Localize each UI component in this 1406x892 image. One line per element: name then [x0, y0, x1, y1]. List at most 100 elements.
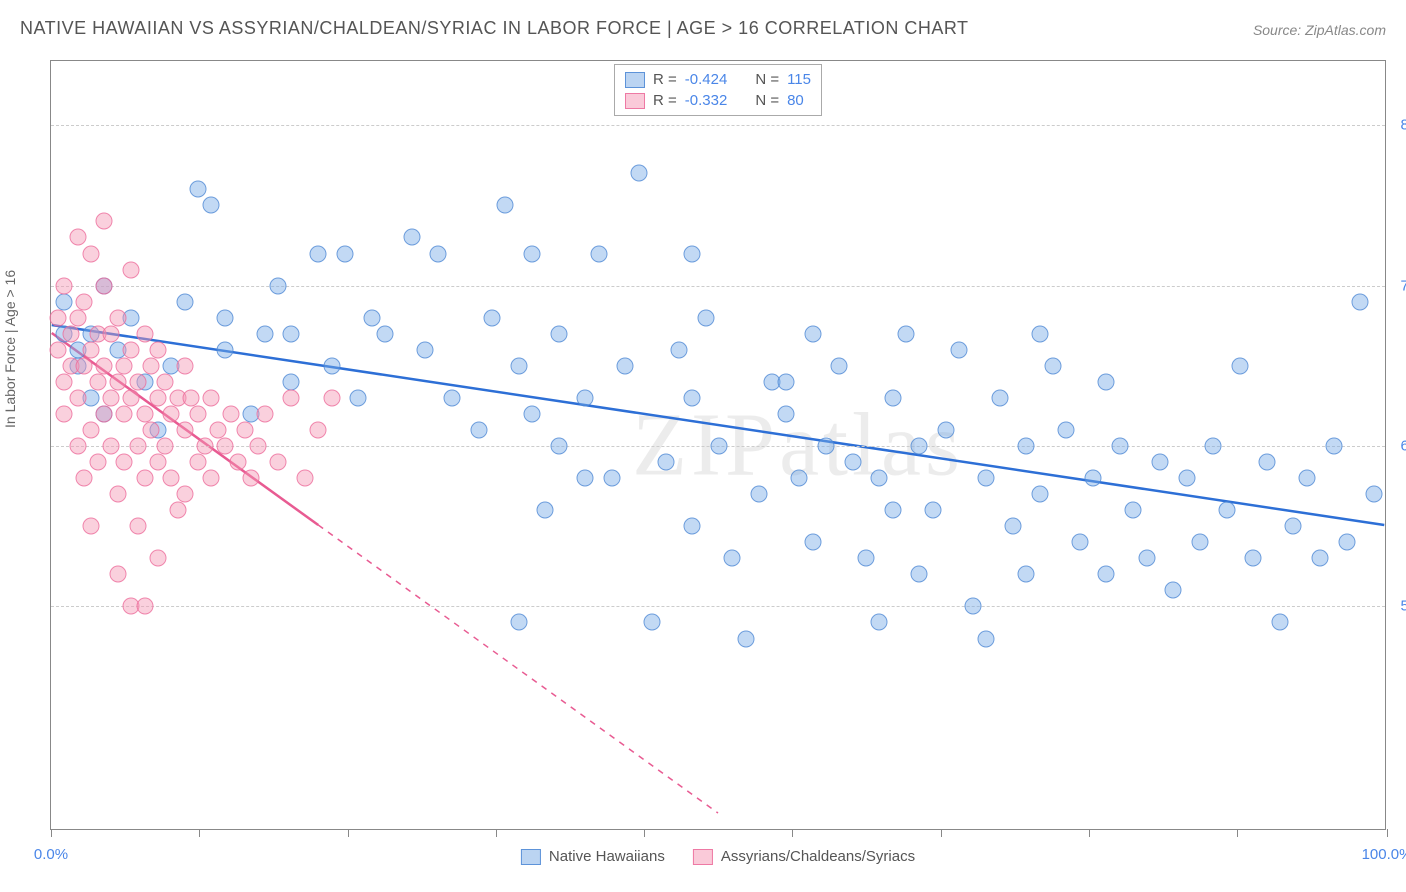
series-legend: Native Hawaiians Assyrians/Chaldeans/Syr… — [521, 848, 915, 865]
point-assyrian — [216, 438, 233, 455]
point-native-hawaiian — [751, 486, 768, 503]
y-tick-label: 70.0% — [1400, 277, 1406, 294]
point-native-hawaiian — [403, 229, 420, 246]
point-assyrian — [176, 486, 193, 503]
point-assyrian — [69, 309, 86, 326]
point-native-hawaiian — [310, 245, 327, 262]
point-assyrian — [149, 550, 166, 567]
point-native-hawaiian — [323, 357, 340, 374]
point-assyrian — [49, 341, 66, 358]
point-assyrian — [136, 325, 153, 342]
point-native-hawaiian — [857, 550, 874, 567]
legend-n-label: N = — [755, 92, 779, 109]
point-native-hawaiian — [483, 309, 500, 326]
point-assyrian — [116, 454, 133, 471]
point-native-hawaiian — [417, 341, 434, 358]
point-native-hawaiian — [951, 341, 968, 358]
point-native-hawaiian — [270, 277, 287, 294]
point-assyrian — [109, 486, 126, 503]
point-assyrian — [83, 245, 100, 262]
point-native-hawaiian — [1325, 438, 1342, 455]
point-assyrian — [56, 373, 73, 390]
point-assyrian — [69, 438, 86, 455]
point-native-hawaiian — [283, 373, 300, 390]
point-native-hawaiian — [523, 405, 540, 422]
point-assyrian — [136, 598, 153, 615]
point-assyrian — [176, 357, 193, 374]
x-tick-label: 0.0% — [34, 846, 68, 863]
point-native-hawaiian — [443, 389, 460, 406]
point-native-hawaiian — [898, 325, 915, 342]
point-assyrian — [149, 454, 166, 471]
point-assyrian — [96, 357, 113, 374]
point-assyrian — [163, 405, 180, 422]
legend-swatch — [625, 72, 645, 88]
point-assyrian — [109, 309, 126, 326]
point-native-hawaiian — [1218, 502, 1235, 519]
point-native-hawaiian — [1018, 438, 1035, 455]
point-native-hawaiian — [510, 614, 527, 631]
y-tick-label: 80.0% — [1400, 117, 1406, 134]
point-assyrian — [83, 421, 100, 438]
point-native-hawaiian — [176, 293, 193, 310]
point-assyrian — [203, 470, 220, 487]
point-native-hawaiian — [510, 357, 527, 374]
point-assyrian — [103, 389, 120, 406]
point-assyrian — [103, 325, 120, 342]
point-assyrian — [176, 421, 193, 438]
legend-n-value: 80 — [787, 92, 804, 109]
point-assyrian — [183, 389, 200, 406]
point-assyrian — [189, 405, 206, 422]
y-tick-label: 50.0% — [1400, 598, 1406, 615]
point-assyrian — [136, 405, 153, 422]
point-native-hawaiian — [577, 389, 594, 406]
point-native-hawaiian — [189, 181, 206, 198]
series-name: Assyrians/Chaldeans/Syriacs — [721, 848, 915, 865]
x-tick — [644, 829, 645, 837]
point-native-hawaiian — [911, 566, 928, 583]
point-native-hawaiian — [817, 438, 834, 455]
point-native-hawaiian — [350, 389, 367, 406]
point-native-hawaiian — [256, 325, 273, 342]
point-assyrian — [109, 373, 126, 390]
point-native-hawaiian — [1352, 293, 1369, 310]
point-assyrian — [89, 373, 106, 390]
point-native-hawaiian — [1312, 550, 1329, 567]
point-native-hawaiian — [938, 421, 955, 438]
point-native-hawaiian — [617, 357, 634, 374]
point-native-hawaiian — [283, 325, 300, 342]
point-native-hawaiian — [550, 438, 567, 455]
point-assyrian — [156, 438, 173, 455]
point-native-hawaiian — [711, 438, 728, 455]
point-native-hawaiian — [777, 405, 794, 422]
legend-swatch — [625, 93, 645, 109]
point-assyrian — [69, 389, 86, 406]
point-assyrian — [129, 373, 146, 390]
point-assyrian — [63, 325, 80, 342]
x-tick — [496, 829, 497, 837]
point-native-hawaiian — [1191, 534, 1208, 551]
point-native-hawaiian — [1098, 566, 1115, 583]
series-legend-item: Assyrians/Chaldeans/Syriacs — [693, 848, 915, 865]
point-assyrian — [56, 405, 73, 422]
point-assyrian — [123, 389, 140, 406]
point-native-hawaiian — [630, 165, 647, 182]
point-assyrian — [123, 261, 140, 278]
point-native-hawaiian — [1365, 486, 1382, 503]
legend-swatch — [521, 849, 541, 865]
point-assyrian — [116, 357, 133, 374]
point-assyrian — [103, 438, 120, 455]
gridline-horizontal — [51, 286, 1385, 287]
x-tick — [1089, 829, 1090, 837]
y-axis-label: In Labor Force | Age > 16 — [2, 270, 18, 428]
point-native-hawaiian — [804, 325, 821, 342]
point-native-hawaiian — [670, 341, 687, 358]
source-label: Source: ZipAtlas.com — [1253, 22, 1386, 38]
point-native-hawaiian — [1018, 566, 1035, 583]
point-assyrian — [210, 421, 227, 438]
point-native-hawaiian — [684, 245, 701, 262]
point-native-hawaiian — [1272, 614, 1289, 631]
point-assyrian — [83, 341, 100, 358]
correlation-legend-row: R = -0.424 N = 115 — [625, 69, 811, 90]
series-legend-item: Native Hawaiians — [521, 848, 665, 865]
